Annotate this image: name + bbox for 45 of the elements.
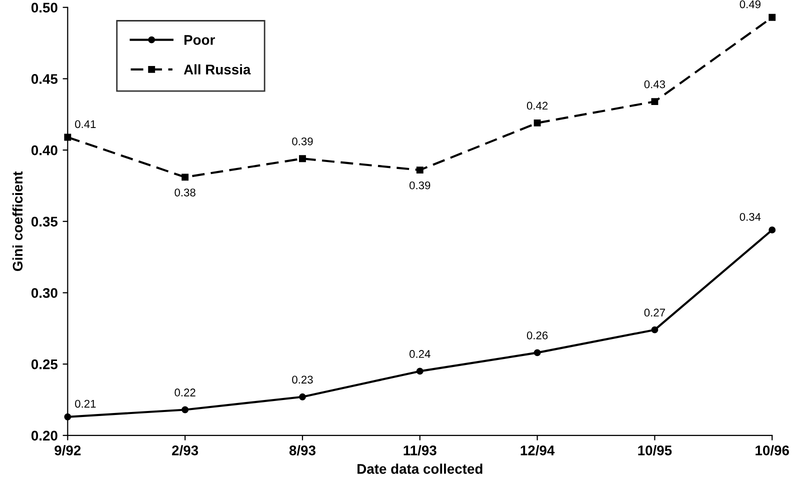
point xyxy=(182,174,189,181)
y-tick-label: 0.45 xyxy=(31,74,58,84)
y-tick-label: 0.25 xyxy=(31,359,58,370)
y-tick-label: 0.50 xyxy=(31,2,58,13)
legend-label: Poor xyxy=(184,35,215,45)
x-tick-label: 8/93 xyxy=(289,445,316,456)
data-label: 0.39 xyxy=(410,181,430,190)
x-tick-label: 10/96 xyxy=(756,445,789,456)
point xyxy=(534,349,541,356)
data-label: 0.34 xyxy=(740,212,761,221)
point xyxy=(651,326,658,334)
point xyxy=(299,393,306,400)
data-label: 0.24 xyxy=(410,350,430,358)
data-label: 0.22 xyxy=(174,388,196,396)
y-tick-label: 0.40 xyxy=(31,145,58,156)
point xyxy=(299,155,306,162)
data-label: 0.27 xyxy=(644,308,665,317)
data-label: 0.43 xyxy=(644,80,666,88)
data-label: 0.21 xyxy=(75,400,96,408)
x-tick-label: 11/93 xyxy=(404,445,436,456)
y-tick-label: 0.30 xyxy=(31,288,58,298)
data-label: 0.39 xyxy=(292,137,313,146)
data-label: 0.49 xyxy=(740,0,760,8)
y-tick-label: 0.20 xyxy=(31,430,58,441)
point xyxy=(768,14,776,21)
y-tick-label: 0.35 xyxy=(31,216,58,227)
data-label: 0.42 xyxy=(526,102,548,110)
x-tick-label: 2/93 xyxy=(172,445,198,456)
point xyxy=(416,368,424,375)
data-label: 0.23 xyxy=(292,376,313,384)
point xyxy=(416,166,424,174)
x-tick-label: 12/94 xyxy=(520,445,555,456)
x-tick-label: 10/95 xyxy=(638,445,672,456)
point xyxy=(182,406,189,414)
x-tick-label: 9/92 xyxy=(54,445,81,456)
point xyxy=(651,98,658,106)
point xyxy=(534,119,541,126)
x-axis-title: Date data collected xyxy=(358,464,482,474)
y-axis-title: Gini coefficient xyxy=(12,171,23,271)
point xyxy=(64,134,72,141)
point xyxy=(768,226,776,234)
data-label: 0.41 xyxy=(75,120,96,128)
data-label: 0.26 xyxy=(526,331,548,340)
legend-label: All Russia xyxy=(184,64,251,74)
data-label: 0.38 xyxy=(174,188,196,196)
